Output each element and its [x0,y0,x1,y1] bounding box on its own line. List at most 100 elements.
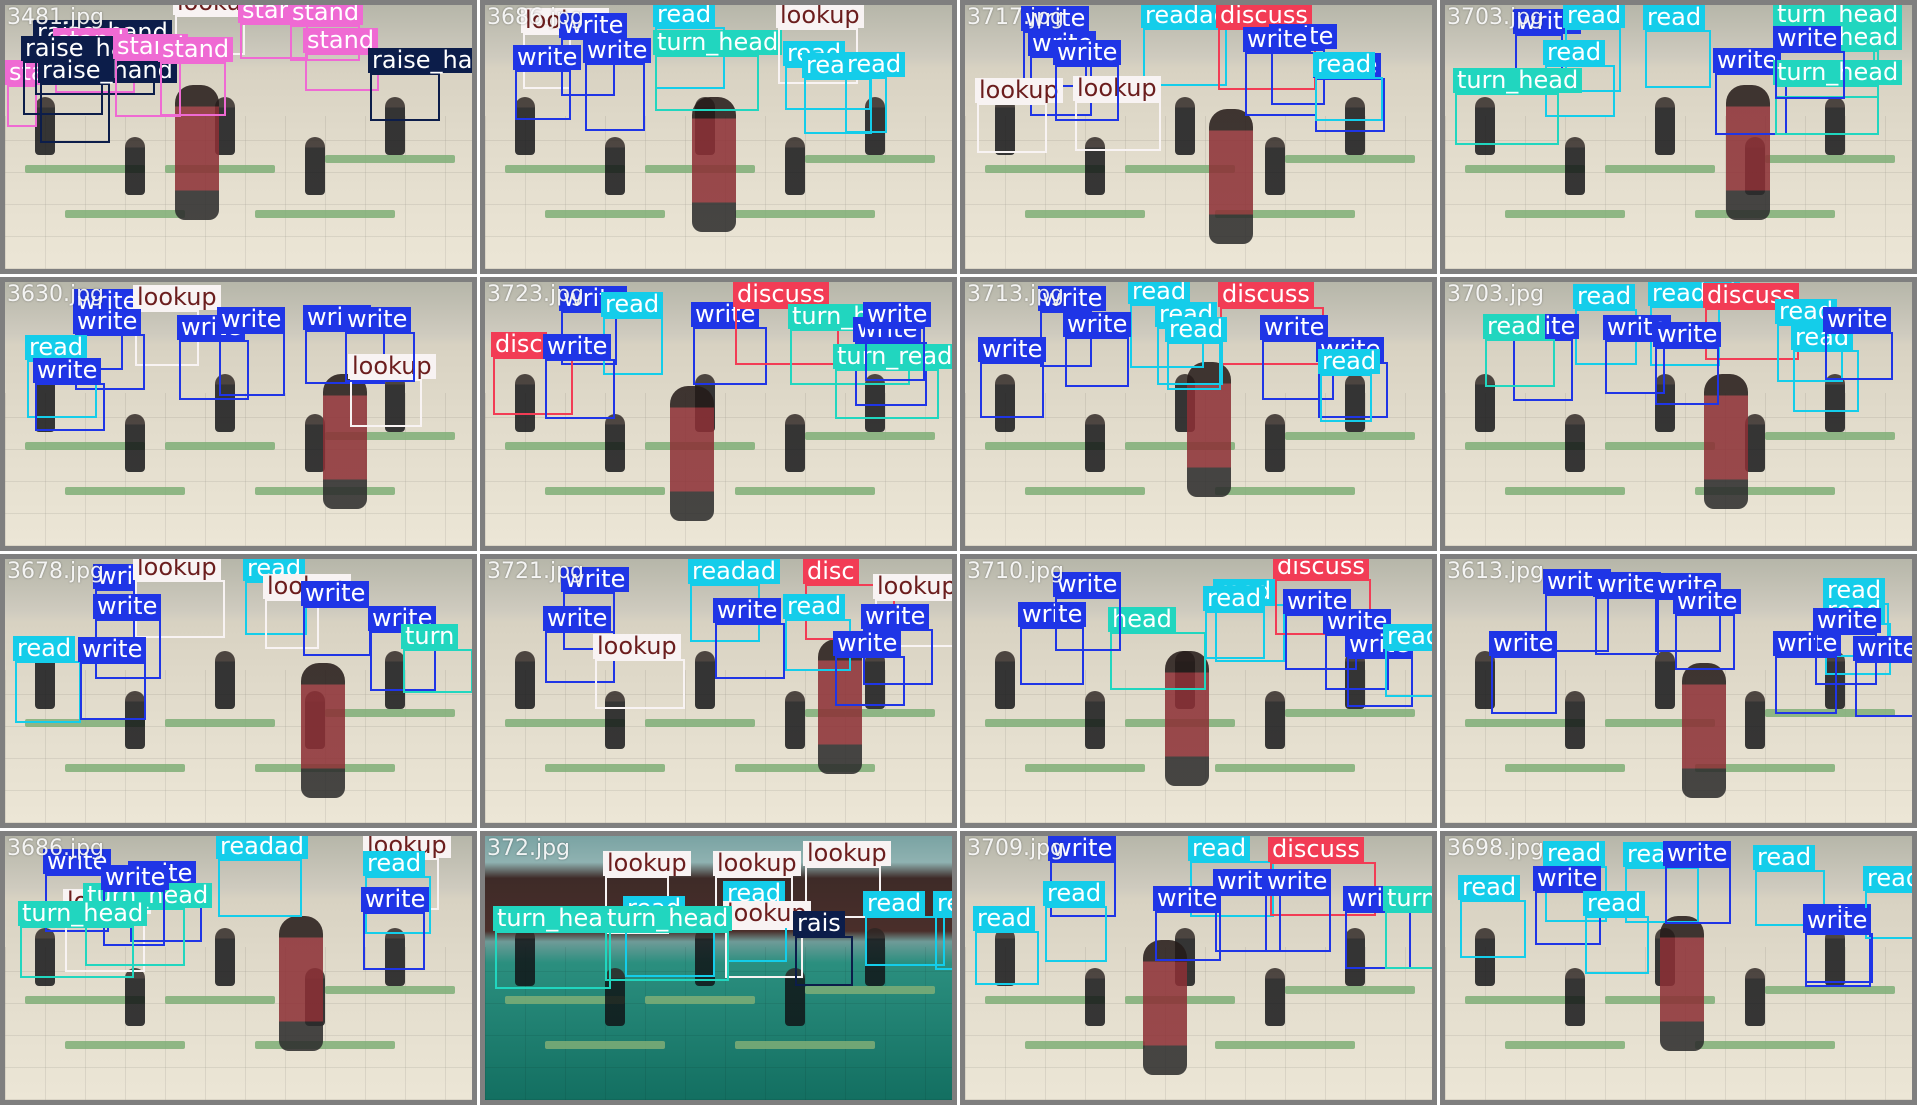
bounding-box [835,656,905,706]
student-figure [1345,651,1365,709]
desk [1695,764,1835,772]
student-figure [605,137,625,195]
detection-label: disc [803,559,859,584]
student-figure [515,928,535,986]
desk [1505,210,1625,218]
student-figure [1175,97,1195,155]
bounding-box [1605,340,1665,394]
student-figure [1825,97,1845,155]
bounding-box [80,662,146,720]
tile-filename: 3721.jpg [487,559,585,584]
bounding-box [975,931,1039,985]
tile-filename: 3713.jpg [967,282,1065,307]
detection-box: raise_hand [368,48,472,121]
detection-label: read [843,52,906,77]
bounding-box [363,912,425,970]
detection-label: read [1543,841,1606,866]
detection-box: read [25,335,97,418]
bounding-box [7,85,37,127]
classroom-frame: 3481.jpgstandraise_handlookupstandstands… [5,5,472,269]
detection-tile: 3698.jpgreadreadwritereadreadwritereadwr… [1440,831,1920,1108]
teacher-figure [175,85,219,220]
bounding-box [1715,73,1787,135]
detection-tile: 3703.jpg read readad discuss write read write w… [1440,277,1920,554]
desk [505,996,625,1004]
student-figure [785,137,805,195]
detection-box: write [559,13,628,96]
detection-box: stand [158,37,234,116]
bounding-box [855,342,927,406]
detection-label: stand [303,28,379,53]
detection-tile: 3717.jpgwritereadaddiscusswritewritelook… [960,0,1440,277]
teacher-figure [1704,374,1748,509]
detection-label: write [863,302,932,327]
student-figure [1265,137,1285,195]
detection-box: write [1489,631,1558,714]
bounding-box [1675,614,1735,670]
detection-box: write [833,631,905,706]
bounding-box [1455,93,1559,145]
tile-filename: 3698.jpg [1447,836,1545,861]
detection-box: read [1753,845,1825,926]
detection-tile: 3709.jpg write read discuss write write read wr… [960,831,1440,1108]
detection-label: turn_head [653,30,783,55]
detection-box: write [1653,322,1722,405]
detection-box: stand [303,28,379,91]
detection-label: read [25,335,88,360]
teacher-figure [1143,940,1187,1075]
teacher-figure [1209,109,1253,244]
bounding-box [1855,661,1912,717]
detection-label: discuss [1268,837,1364,862]
detection-box: disc [491,332,573,415]
desk [1695,487,1835,495]
bounding-box [1585,916,1649,974]
detection-label: write [1653,322,1722,347]
detection-box: read [1165,317,1228,390]
detection-label: lookup [975,78,1063,103]
student-figure [785,691,805,749]
student-figure [695,928,715,986]
student-figure [1565,968,1585,1026]
desk [165,996,275,1004]
bounding-box [1110,632,1206,690]
classroom-frame: 3630.jpg write lookup write write write write r… [5,282,472,546]
detection-box: read [1383,624,1432,697]
detection-label: read [1753,845,1816,870]
bounding-box [655,55,759,111]
teacher-figure [1660,916,1704,1051]
student-figure [1345,97,1365,155]
detection-label: read [653,5,716,27]
bounding-box [804,78,872,134]
student-figure [1565,691,1585,749]
detection-label: read [1165,317,1228,342]
detection-box: write [1053,572,1122,651]
detection-label: write [1813,608,1882,633]
detection-label: write [1260,315,1329,340]
detection-label: readad [1141,5,1233,28]
detection-box: write [101,865,170,946]
bounding-box [835,369,939,419]
detection-tile: 3613.jpgwritewritereadwritewritereadwrit… [1440,554,1920,831]
detection-label: raise_hand [368,48,472,73]
student-figure [1085,414,1105,472]
student-figure [995,97,1015,155]
detection-label: discuss [1216,5,1312,28]
student-figure [1345,928,1365,986]
bounding-box [1205,611,1265,659]
desk [735,487,875,495]
bounding-box [1665,866,1731,924]
detection-label: read [1643,5,1706,30]
detection-box: write [1803,908,1873,983]
teacher-figure [1682,663,1726,798]
student-figure [1565,137,1585,195]
student-figure [515,374,535,432]
desk [1765,432,1895,440]
student-figure [1745,414,1765,472]
desk [985,719,1105,727]
student-figure [605,414,625,472]
bounding-box [350,379,422,427]
desk [735,1041,875,1049]
detection-label: write [1263,869,1332,894]
bounding-box [585,63,645,131]
